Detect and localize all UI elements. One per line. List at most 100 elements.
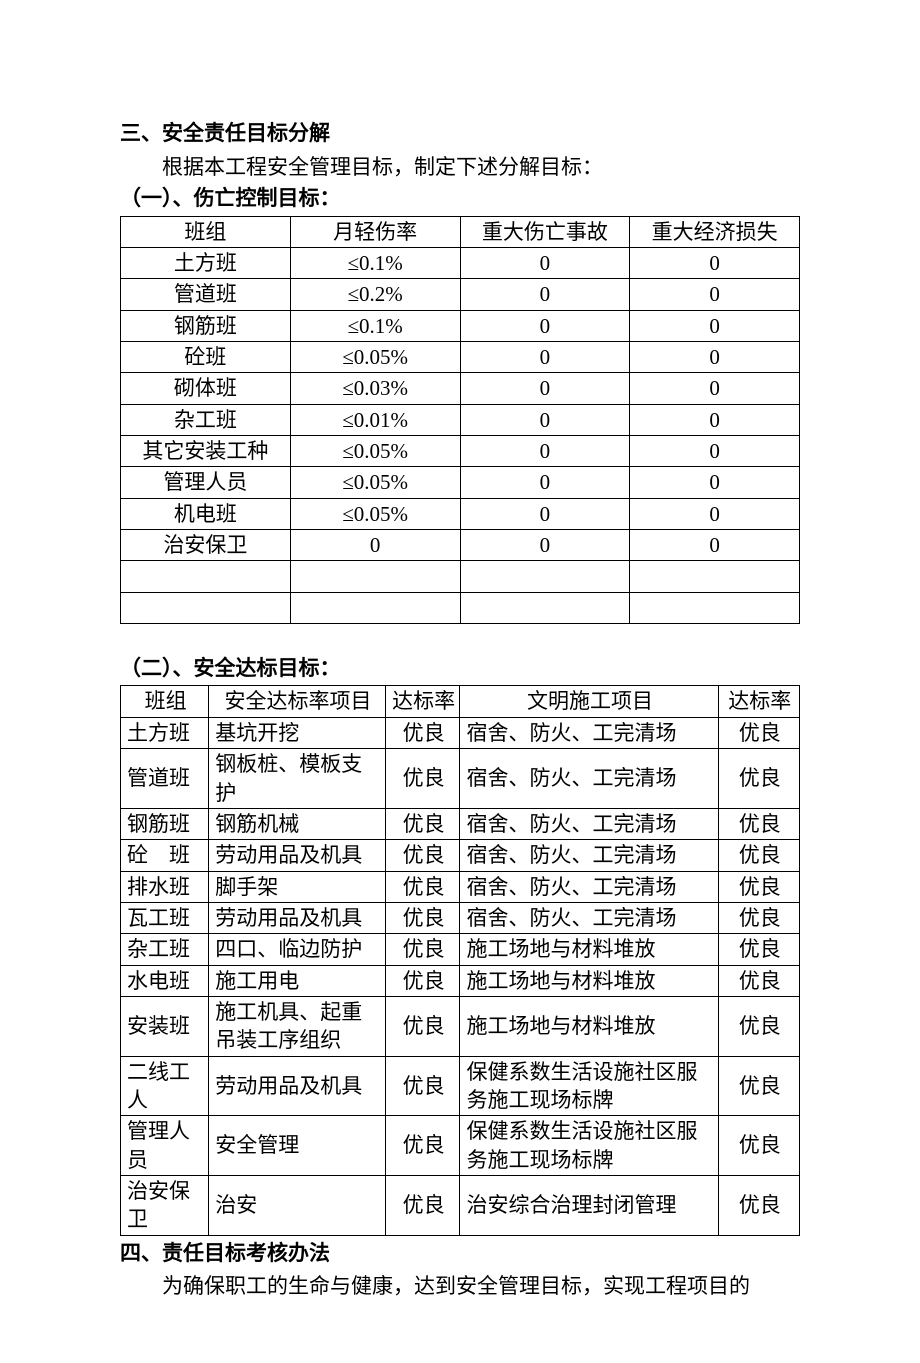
table-cell: 优良 xyxy=(385,1175,460,1235)
table-cell: ≤0.05% xyxy=(290,467,460,498)
table-cell: 管道班 xyxy=(121,279,291,310)
table-safety-targets: 班组安全达标率项目达标率文明施工项目达标率 土方班基坑开挖优良宿舍、防火、工完清… xyxy=(120,685,800,1235)
table-cell: 0 xyxy=(460,467,630,498)
table-header-cell: 安全达标率项目 xyxy=(209,686,386,717)
heading-section-3: 三、安全责任目标分解 xyxy=(120,118,800,150)
table-cell: 保健系数生活设施社区服务施工现场标牌 xyxy=(460,1056,718,1116)
table-row: 砼班≤0.05%00 xyxy=(121,341,800,372)
table-row: 治安保卫治安优良治安综合治理封闭管理优良 xyxy=(121,1175,800,1235)
table-cell: 宿舍、防火、工完清场 xyxy=(460,871,718,902)
table-cell: 治安保卫 xyxy=(121,529,291,560)
table-cell: 0 xyxy=(630,529,800,560)
table-cell: 0 xyxy=(460,279,630,310)
table-cell: 施工用电 xyxy=(209,965,386,996)
table-row: 安装班施工机具、起重吊装工序组织优良施工场地与材料堆放优良 xyxy=(121,996,800,1056)
table-cell: 优良 xyxy=(385,840,460,871)
table-cell: ≤0.1% xyxy=(290,310,460,341)
table-cell xyxy=(630,561,800,592)
table-row: 管道班≤0.2%00 xyxy=(121,279,800,310)
table-cell: 优良 xyxy=(385,1116,460,1176)
table-cell: 优良 xyxy=(718,996,800,1056)
table-header-cell: 重大经济损失 xyxy=(630,216,800,247)
document-page: 三、安全责任目标分解 根据本工程安全管理目标，制定下述分解目标： （一）、伤亡控… xyxy=(0,0,920,1363)
table-cell: 优良 xyxy=(718,965,800,996)
table-cell: 治安保卫 xyxy=(121,1175,209,1235)
table-cell: 其它安装工种 xyxy=(121,435,291,466)
table-cell: 基坑开挖 xyxy=(209,717,386,748)
table-header-cell: 班组 xyxy=(121,216,291,247)
table-cell: ≤0.05% xyxy=(290,341,460,372)
table-cell: 杂工班 xyxy=(121,934,209,965)
table-row: 瓦工班劳动用品及机具优良宿舍、防火、工完清场优良 xyxy=(121,902,800,933)
table-cell: ≤0.01% xyxy=(290,404,460,435)
table-row: 砼 班劳动用品及机具优良宿舍、防火、工完清场优良 xyxy=(121,840,800,871)
table-row: 土方班≤0.1%00 xyxy=(121,247,800,278)
table-cell: 0 xyxy=(460,373,630,404)
subheading-2: （二）、安全达标目标： xyxy=(120,653,800,685)
table-cell: 宿舍、防火、工完清场 xyxy=(460,717,718,748)
table-cell: 0 xyxy=(460,529,630,560)
table-row: 班组月轻伤率重大伤亡事故重大经济损失 xyxy=(121,216,800,247)
table-row: 钢筋班钢筋机械优良宿舍、防火、工完清场优良 xyxy=(121,808,800,839)
spacer xyxy=(120,625,800,653)
table-cell: ≤0.03% xyxy=(290,373,460,404)
table-row: 管理人员≤0.05%00 xyxy=(121,467,800,498)
table-cell: 保健系数生活设施社区服务施工现场标牌 xyxy=(460,1116,718,1176)
table-header-cell: 重大伤亡事故 xyxy=(460,216,630,247)
table-cell: 砌体班 xyxy=(121,373,291,404)
table-cell: 0 xyxy=(630,435,800,466)
table-header-cell: 达标率 xyxy=(718,686,800,717)
table-row: 砌体班≤0.03%00 xyxy=(121,373,800,404)
table-cell: 脚手架 xyxy=(209,871,386,902)
table-cell: 优良 xyxy=(385,902,460,933)
table-row xyxy=(121,592,800,623)
table-cell: 0 xyxy=(460,247,630,278)
table-cell: 优良 xyxy=(718,871,800,902)
table-cell: 0 xyxy=(630,467,800,498)
table-cell: 劳动用品及机具 xyxy=(209,902,386,933)
table-row: 土方班基坑开挖优良宿舍、防火、工完清场优良 xyxy=(121,717,800,748)
subheading-1: （一）、伤亡控制目标： xyxy=(120,183,800,215)
table-cell: 施工机具、起重吊装工序组织 xyxy=(209,996,386,1056)
table-cell: 0 xyxy=(290,529,460,560)
table-cell xyxy=(290,592,460,623)
table-cell: 优良 xyxy=(718,902,800,933)
table-row: 二线工人劳动用品及机具优良保健系数生活设施社区服务施工现场标牌优良 xyxy=(121,1056,800,1116)
table-row: 班组安全达标率项目达标率文明施工项目达标率 xyxy=(121,686,800,717)
table-header-cell: 月轻伤率 xyxy=(290,216,460,247)
table-cell: ≤0.2% xyxy=(290,279,460,310)
para-body: 为确保职工的生命与健康，达到安全管理目标，实现工程项目的 xyxy=(120,1271,800,1303)
table-cell: 宿舍、防火、工完清场 xyxy=(460,749,718,809)
table-cell: 劳动用品及机具 xyxy=(209,840,386,871)
heading-section-4: 四、责任目标考核办法 xyxy=(120,1238,800,1270)
table-cell: 0 xyxy=(460,310,630,341)
table-cell: 施工场地与材料堆放 xyxy=(460,996,718,1056)
table-cell: 优良 xyxy=(385,717,460,748)
table-cell: 宿舍、防火、工完清场 xyxy=(460,902,718,933)
table-cell: 砼班 xyxy=(121,341,291,372)
table-cell: 优良 xyxy=(385,871,460,902)
table-cell: 优良 xyxy=(385,965,460,996)
table-cell: 优良 xyxy=(385,808,460,839)
table-row: 钢筋班≤0.1%00 xyxy=(121,310,800,341)
table-cell: 排水班 xyxy=(121,871,209,902)
table-cell: 优良 xyxy=(385,1056,460,1116)
table-cell xyxy=(460,561,630,592)
table-cell: 瓦工班 xyxy=(121,902,209,933)
table-cell: 优良 xyxy=(718,840,800,871)
table-cell: 治安 xyxy=(209,1175,386,1235)
table-cell: ≤0.1% xyxy=(290,247,460,278)
table-cell: 优良 xyxy=(718,749,800,809)
table-casualty-targets: 班组月轻伤率重大伤亡事故重大经济损失 土方班≤0.1%00管道班≤0.2%00钢… xyxy=(120,216,800,624)
table-cell xyxy=(121,561,291,592)
table-cell: 宿舍、防火、工完清场 xyxy=(460,840,718,871)
table-row: 水电班施工用电优良施工场地与材料堆放优良 xyxy=(121,965,800,996)
table-cell: ≤0.05% xyxy=(290,498,460,529)
table-header-cell: 班组 xyxy=(121,686,209,717)
table-row: 排水班脚手架优良宿舍、防火、工完清场优良 xyxy=(121,871,800,902)
table-cell: 优良 xyxy=(385,934,460,965)
table-cell: 钢筋班 xyxy=(121,808,209,839)
table-cell: 钢板桩、模板支护 xyxy=(209,749,386,809)
table-cell: 二线工人 xyxy=(121,1056,209,1116)
table-cell: 0 xyxy=(630,404,800,435)
